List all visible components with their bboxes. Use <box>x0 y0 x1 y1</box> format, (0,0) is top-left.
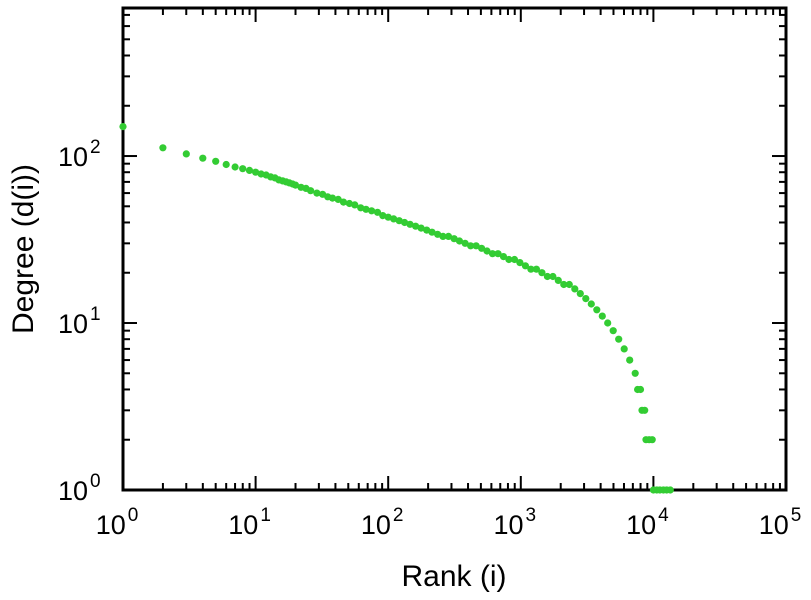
x-tick-label: 10 5 <box>759 505 802 540</box>
plot-frame <box>121 6 788 492</box>
x-axis-label: Rank (i) <box>401 560 506 593</box>
data-point <box>565 280 573 289</box>
data-point <box>159 144 167 152</box>
data-point <box>428 228 436 236</box>
data-point <box>648 436 656 444</box>
data-point <box>636 385 645 394</box>
data-point <box>455 237 464 245</box>
data-point <box>641 406 649 414</box>
data-point <box>450 235 458 243</box>
data-point <box>510 255 519 264</box>
data-point <box>307 187 315 195</box>
data-point <box>406 220 414 228</box>
data-point <box>549 272 557 281</box>
data-point <box>532 265 541 273</box>
y-tick-label: 10 2 <box>58 137 101 172</box>
data-point <box>328 194 337 202</box>
data-point <box>631 369 639 377</box>
data-point <box>582 295 590 303</box>
data-point <box>351 201 359 209</box>
data-point <box>560 280 568 289</box>
tick-labels: 10 0 10 1 10 2 10 3 10 4 10 5 10 0 10 1 10 2 <box>58 137 801 540</box>
data-point <box>478 244 486 252</box>
data-point <box>119 123 127 131</box>
x-tick-label: 10 0 <box>96 505 139 540</box>
data-point <box>626 356 634 364</box>
data-point <box>231 163 239 171</box>
data-point <box>379 212 387 220</box>
x-tick-label: 10 4 <box>626 505 669 540</box>
scatter-points <box>119 123 674 494</box>
data-point <box>345 199 353 208</box>
data-point <box>666 486 674 494</box>
data-point <box>439 232 447 240</box>
data-point <box>527 265 535 273</box>
data-point <box>461 239 469 247</box>
data-point <box>593 306 601 314</box>
data-point <box>543 272 552 281</box>
x-tick-label: 10 1 <box>228 505 271 540</box>
data-point <box>620 345 628 353</box>
data-point <box>554 276 562 284</box>
axis-ticks <box>122 8 787 491</box>
data-point <box>505 255 513 264</box>
data-point <box>384 213 392 221</box>
data-point <box>313 189 321 197</box>
data-point <box>395 217 403 225</box>
y-axis-label: Degree (d(i)) <box>7 164 40 334</box>
data-point <box>368 207 376 215</box>
data-point <box>516 259 524 267</box>
data-point <box>598 312 606 320</box>
data-point <box>390 215 398 223</box>
data-point <box>615 335 623 343</box>
data-point <box>334 195 342 203</box>
data-point <box>488 250 497 258</box>
data-point <box>252 168 260 176</box>
data-point <box>483 247 491 255</box>
data-point <box>239 165 247 173</box>
data-point <box>609 327 617 335</box>
data-point <box>587 300 595 308</box>
data-point <box>467 242 475 250</box>
data-point <box>362 205 370 213</box>
data-point <box>444 232 453 240</box>
data-point <box>538 269 546 277</box>
data-point <box>576 290 584 298</box>
data-point <box>212 157 220 165</box>
data-point <box>604 319 612 327</box>
data-point <box>373 208 382 216</box>
data-point <box>472 242 480 250</box>
x-tick-label: 10 2 <box>361 505 404 540</box>
data-point <box>199 154 207 162</box>
data-point <box>412 222 420 230</box>
data-point <box>182 150 190 158</box>
x-tick-label: 10 3 <box>493 505 536 540</box>
data-point <box>291 181 300 189</box>
data-point <box>521 262 530 270</box>
data-point <box>222 160 230 169</box>
data-point <box>417 224 425 232</box>
data-point <box>339 198 348 206</box>
y-tick-label: 10 0 <box>58 471 101 506</box>
data-point <box>494 250 502 258</box>
data-point <box>245 166 254 174</box>
data-point <box>434 230 442 238</box>
y-tick-label: 10 1 <box>58 304 101 339</box>
data-point <box>499 253 508 261</box>
data-point <box>571 285 579 293</box>
